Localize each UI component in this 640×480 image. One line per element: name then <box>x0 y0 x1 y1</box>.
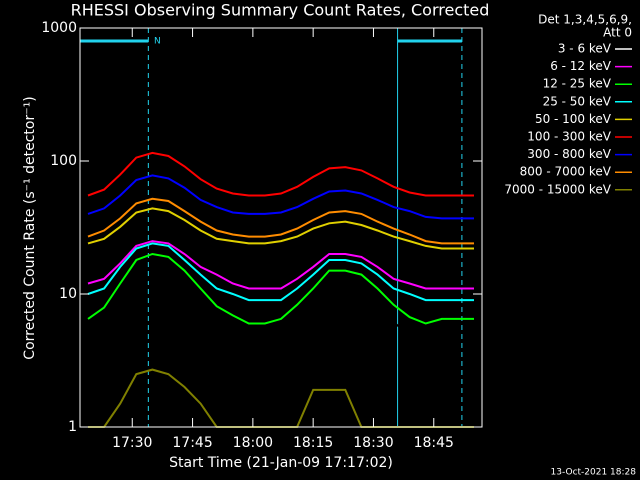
series-line <box>87 197 474 245</box>
y-tick-label: 10 <box>59 286 77 302</box>
legend-label: 7000 - 15000 keV <box>504 182 611 196</box>
y-axis-label: Corrected Count Rate (s⁻¹ detector⁻¹) <box>22 96 38 359</box>
x-tick-label: 18:15 <box>293 435 333 451</box>
y-tick-label: 1 <box>68 419 77 435</box>
legend-label: 12 - 25 keV <box>543 77 612 91</box>
series-line <box>87 240 474 290</box>
x-tick-label: 18:00 <box>233 435 273 451</box>
legend-label: 800 - 7000 keV <box>520 165 612 179</box>
series-line <box>87 207 474 250</box>
series-line <box>87 242 474 302</box>
series-line <box>88 368 474 428</box>
legend-label: 25 - 50 keV <box>543 94 612 108</box>
series-line <box>87 174 474 220</box>
plot-frame <box>79 27 483 428</box>
night-label: N <box>154 37 161 47</box>
legend-title: Det 1,3,4,5,6,9, <box>538 13 632 27</box>
x-tick-label: 18:45 <box>414 435 454 451</box>
legend-title: Att 0 <box>603 26 632 40</box>
legend-label: 50 - 100 keV <box>535 112 612 126</box>
series-line <box>87 151 474 197</box>
x-tick-label: 17:30 <box>112 435 152 451</box>
legend-label: 300 - 800 keV <box>527 147 611 161</box>
x-axis-label: Start Time (21-Jan-09 17:17:02) <box>169 455 393 471</box>
y-tick-label: 100 <box>50 153 77 169</box>
legend-label: 6 - 12 keV <box>550 59 612 73</box>
legend-label: 100 - 300 keV <box>527 130 611 144</box>
series-line <box>87 252 474 325</box>
y-tick-label: 1000 <box>41 20 77 36</box>
chart-title: RHESSI Observing Summary Count Rates, Co… <box>71 1 490 20</box>
footer: 13-Oct-2021 18:28 <box>551 468 637 478</box>
x-tick-label: 17:45 <box>172 435 212 451</box>
series-line <box>87 277 474 342</box>
legend-label: 3 - 6 keV <box>558 42 612 56</box>
x-tick-label: 18:30 <box>353 435 393 451</box>
